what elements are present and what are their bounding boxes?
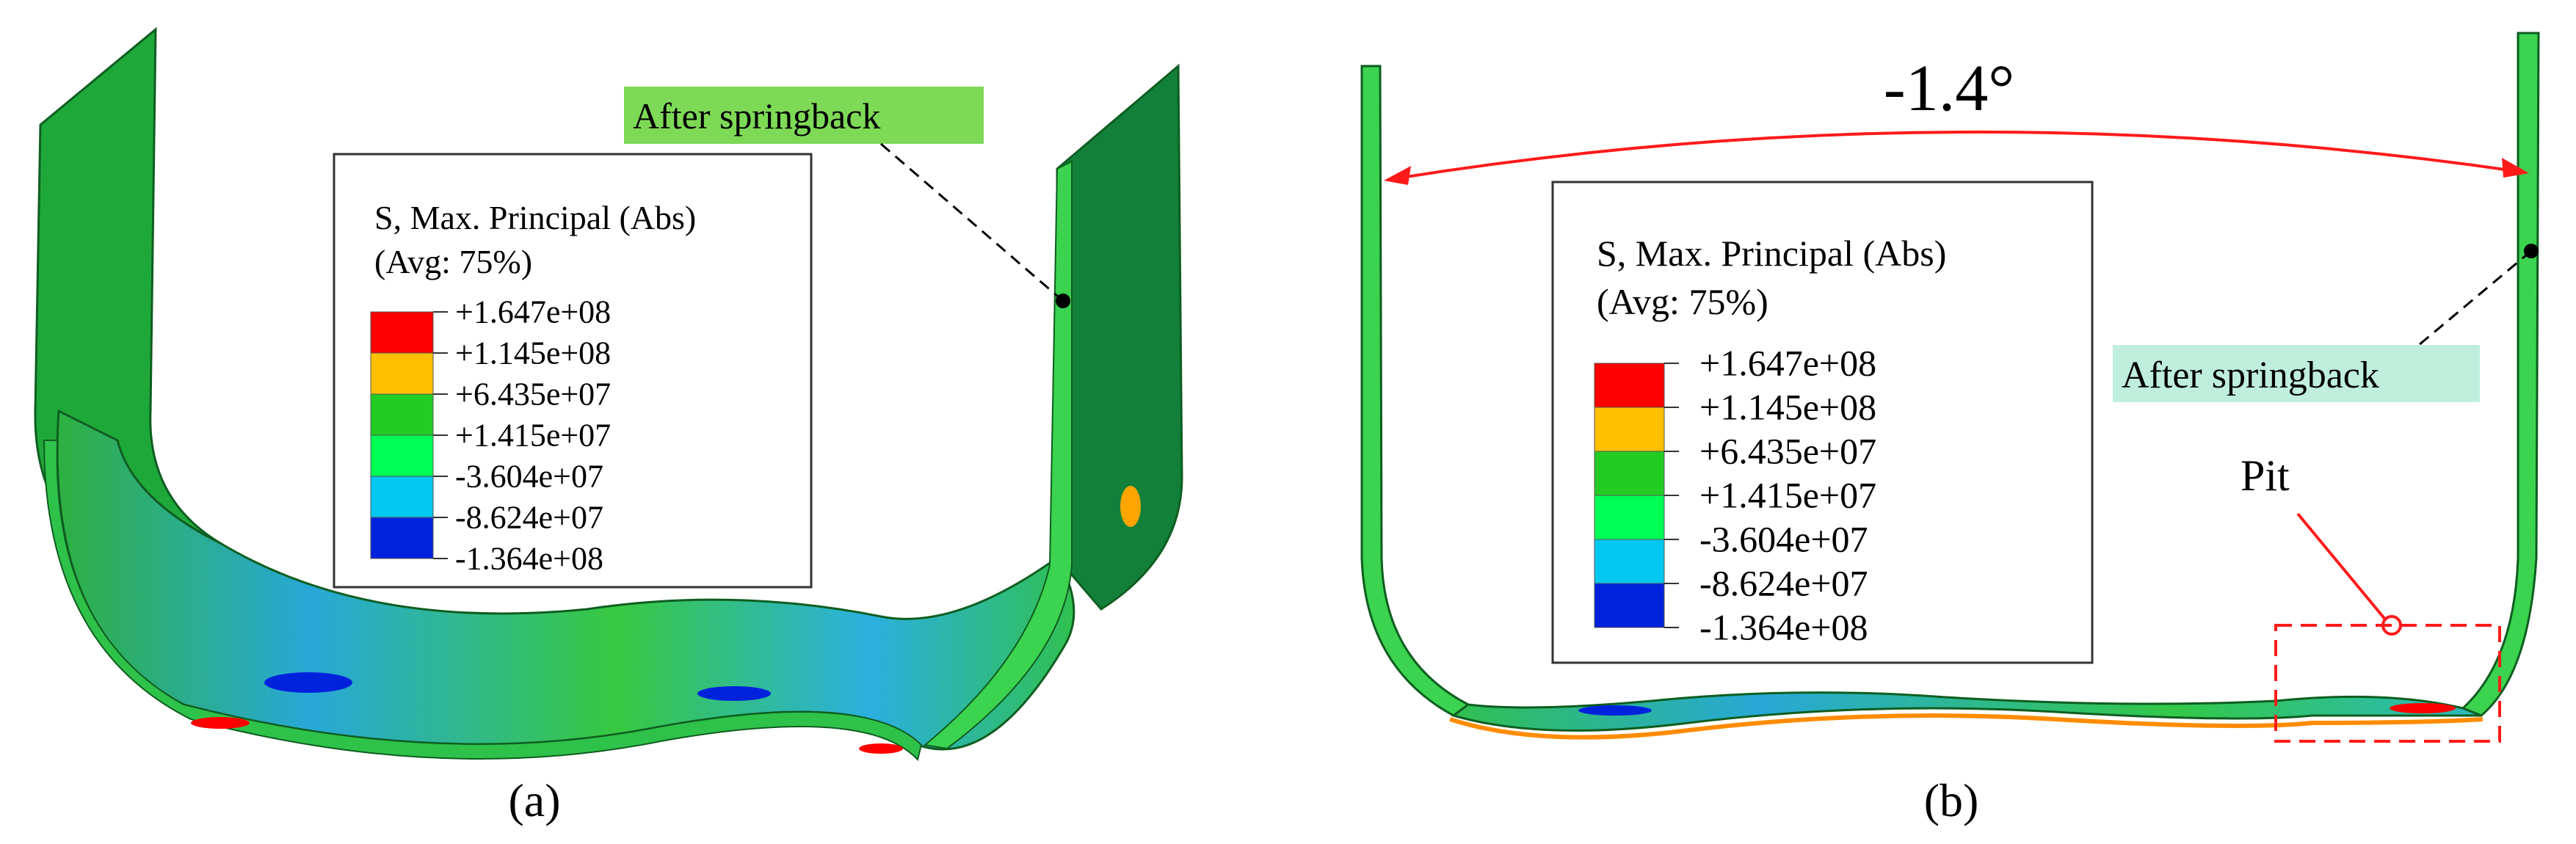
panel-b-angle-arrowhead-right	[2502, 158, 2529, 178]
panel-a-legend-values: +1.647e+08 +1.145e+08 +6.435e+07 +1.415e+07…	[433, 294, 611, 577]
panel-b-bottom-edge	[1449, 713, 2484, 740]
panel-a-legend-value: +1.415e+07	[455, 418, 611, 454]
panel-b-legend-value: +1.647e+08	[1699, 343, 1876, 384]
panel-a-callout: After springback	[624, 87, 1070, 308]
panel-b-legend-value: +1.145e+08	[1699, 387, 1876, 428]
panel-b-legend-band	[1594, 539, 1665, 584]
panel-a-callout-leader	[880, 142, 1064, 302]
panel-b-angle-dimension: -1.4°	[1384, 52, 2529, 185]
panel-b-left-wall	[1360, 65, 1470, 717]
panel-b-pit-annotation: Pit	[2241, 451, 2501, 743]
panel-b: -1.4° S, Max. Principal (Abs) (Avg: 75%)…	[1360, 32, 2540, 826]
panel-a-legend-band	[370, 352, 434, 395]
panel-a-right-wall-edge	[923, 160, 1073, 750]
panel-a-right-wall	[1056, 63, 1183, 611]
panel-a-legend-band	[370, 311, 434, 354]
panel-a-stress-patch	[697, 686, 771, 701]
panel-b-caption: (b)	[1924, 774, 1979, 826]
panel-b-angle-arrowhead-left	[1384, 166, 1411, 185]
panel-a-legend-band	[370, 393, 434, 436]
panel-a-legend-value: -1.364e+08	[455, 541, 603, 577]
panel-b-pit-box	[2274, 624, 2501, 743]
panel-b-legend-title: S, Max. Principal (Abs)	[1597, 233, 1946, 274]
panel-a-legend-value: +1.145e+08	[455, 335, 611, 371]
panel-a-legend-value: +6.435e+07	[455, 376, 611, 412]
panel-b-legend-band	[1594, 407, 1665, 452]
panel-a-callout-label: After springback	[633, 95, 880, 137]
panel-b-pit-leader	[2296, 512, 2387, 622]
panel-a-callout-point	[1056, 294, 1070, 308]
panel-a-legend-value: -3.604e+07	[455, 459, 603, 495]
panel-b-legend: S, Max. Principal (Abs) (Avg: 75%) +1.64…	[1551, 181, 2094, 664]
panel-b-legend-subtitle: (Avg: 75%)	[1597, 281, 1768, 322]
panel-a-legend-band	[370, 434, 434, 477]
panel-b-legend-band	[1594, 583, 1665, 628]
panel-b-stress-patch	[2390, 703, 2456, 713]
panel-b-callout-label: After springback	[2122, 354, 2379, 396]
panel-b-angle-arc	[1387, 130, 2526, 181]
panel-a-callout-label-bg	[624, 87, 984, 144]
panel-a-front-edge	[43, 440, 923, 762]
panel-a-stress-patch	[264, 672, 352, 693]
panel-b-legend-value: -8.624e+07	[1699, 563, 1868, 604]
panel-b-legend-bands	[1594, 363, 1665, 628]
panel-b-part	[1360, 32, 2540, 740]
panel-b-bottom	[1451, 691, 2482, 732]
panel-a-caption: (a)	[508, 774, 560, 826]
panel-a-stress-patch	[859, 743, 903, 754]
panel-a-legend: S, Max. Principal (Abs) (Avg: 75%) +1.64…	[333, 153, 813, 589]
panel-b-legend-value: -3.604e+07	[1699, 519, 1868, 560]
panel-b-stress-patch	[1578, 705, 1652, 716]
panel-a-legend-band	[370, 476, 434, 518]
panel-a: S, Max. Principal (Abs) (Avg: 75%) +1.64…	[34, 26, 1183, 826]
panel-b-angle-label: -1.4°	[1884, 52, 2014, 125]
panel-a-legend-band	[370, 517, 434, 559]
panel-a-stress-patch	[191, 717, 250, 729]
panel-a-legend-value: +1.647e+08	[455, 294, 611, 330]
panel-a-legend-title: S, Max. Principal (Abs)	[374, 199, 696, 236]
panel-a-part	[34, 26, 1183, 762]
panel-b-pit-label: Pit	[2241, 451, 2290, 500]
panel-b-legend-band	[1594, 495, 1665, 540]
panel-a-legend-subtitle: (Avg: 75%)	[374, 243, 532, 280]
panel-a-legend-value: -8.624e+07	[455, 500, 603, 536]
panel-a-stress-patch	[1120, 486, 1141, 527]
panel-a-legend-bands	[370, 311, 434, 559]
panel-b-callout-leader	[2418, 250, 2532, 346]
panel-b-legend-value: -1.364e+08	[1699, 607, 1868, 648]
panel-b-legend-band	[1594, 451, 1665, 496]
panel-b-legend-value: +1.415e+07	[1699, 475, 1876, 516]
panel-b-legend-band	[1594, 363, 1665, 408]
panel-b-legend-value: +6.435e+07	[1699, 431, 1876, 472]
panel-b-callout: After springback	[2113, 244, 2539, 402]
panel-b-legend-values: +1.647e+08+1.145e+08+6.435e+07+1.415e+07…	[1664, 343, 1876, 648]
panel-b-callout-label-bg	[2113, 345, 2480, 402]
